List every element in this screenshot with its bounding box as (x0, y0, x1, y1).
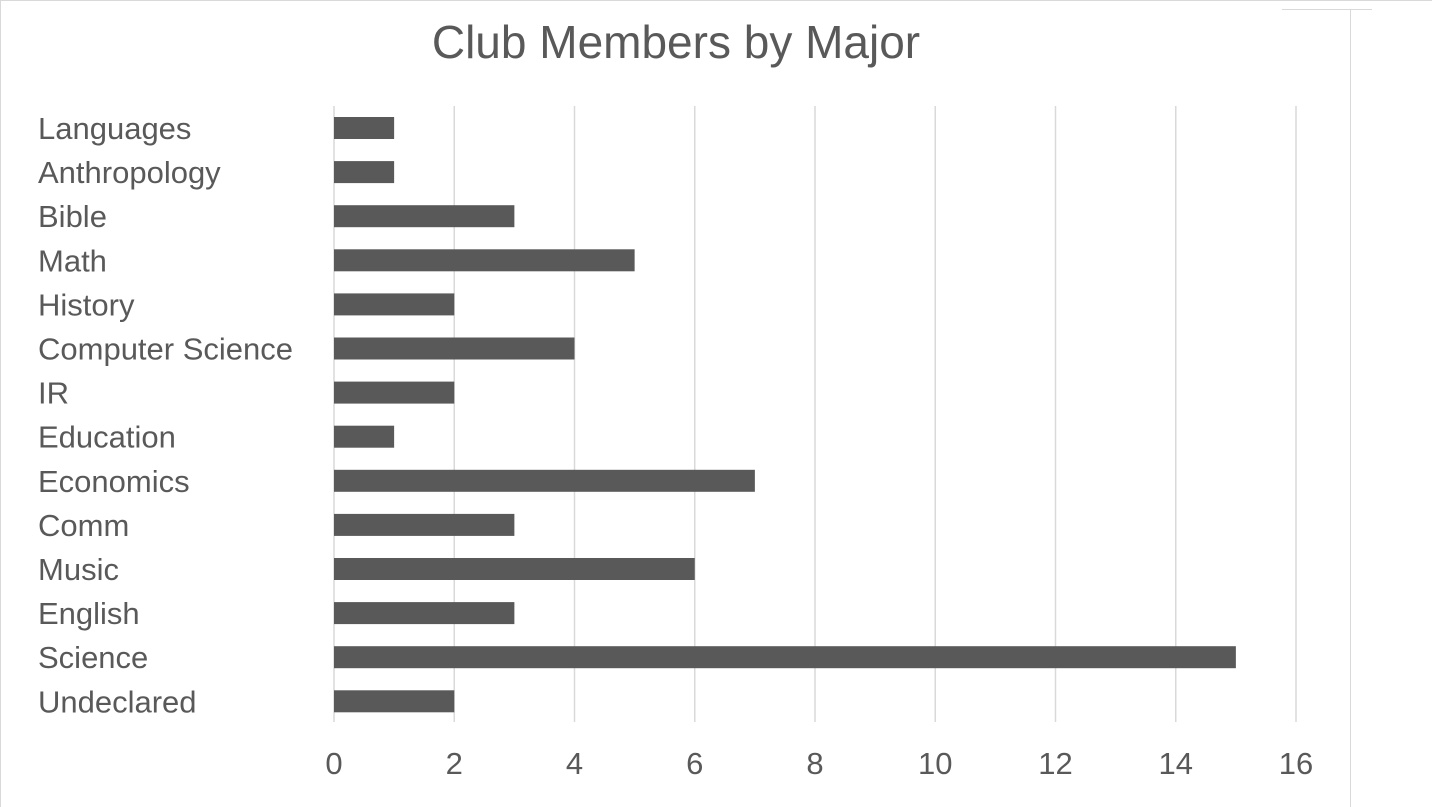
bar (334, 293, 455, 316)
x-tick-label: 2 (446, 746, 463, 781)
x-tick-label: 8 (806, 746, 823, 781)
x-tick-label: 12 (1038, 746, 1072, 781)
bar (334, 646, 1236, 669)
bar (334, 513, 515, 536)
chart-title: Club Members by Major (432, 16, 920, 68)
bar (334, 381, 455, 404)
category-label: Languages (38, 111, 191, 146)
frame-left-line (0, 0, 1, 807)
category-label: Music (38, 552, 119, 587)
bar (334, 249, 635, 272)
x-tick-labels: 0 2 4 6 8 10 12 14 16 (325, 746, 1313, 781)
category-label: Bible (38, 199, 107, 234)
x-tick-label: 14 (1159, 746, 1193, 781)
bar (334, 117, 395, 139)
x-tick-label: 6 (686, 746, 703, 781)
bar (334, 602, 515, 625)
bar (334, 337, 575, 360)
bar (334, 469, 755, 492)
frame-top-right-line (1282, 9, 1372, 10)
x-tick-label: 16 (1279, 746, 1313, 781)
gridlines (333, 106, 1297, 722)
category-label: IR (38, 376, 69, 411)
bar (334, 558, 695, 580)
category-label: Anthropology (38, 155, 221, 190)
frame-right-line (1350, 10, 1351, 807)
bar (334, 690, 455, 713)
bar (334, 205, 515, 228)
category-labels: Languages Anthropology Bible Math History Com… (38, 111, 293, 719)
category-label: Education (38, 420, 176, 455)
bar (334, 161, 395, 184)
x-tick-label: 10 (918, 746, 952, 781)
category-label: Math (38, 243, 107, 278)
bar (334, 425, 395, 448)
category-label: Comm (38, 508, 129, 543)
category-label: Computer Science (38, 332, 293, 367)
category-label: History (38, 287, 135, 322)
category-label: Science (38, 640, 148, 675)
bars (334, 117, 1236, 713)
category-label: Economics (38, 464, 190, 499)
category-label: Undeclared (38, 684, 197, 719)
x-tick-label: 4 (566, 746, 583, 781)
frame-top-line (0, 0, 1432, 1)
category-label: English (38, 596, 140, 631)
x-tick-label: 0 (325, 746, 342, 781)
